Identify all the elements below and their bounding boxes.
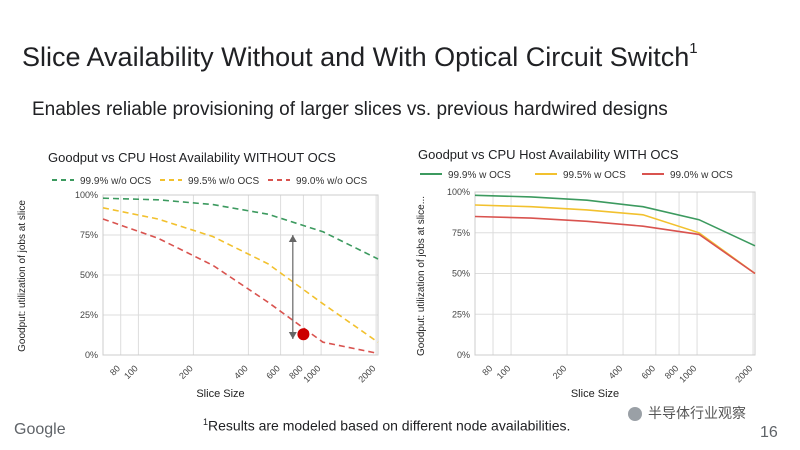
page-number: 16 bbox=[760, 424, 778, 441]
series-line-2 bbox=[102, 218, 379, 355]
x-tick-label: 1000 bbox=[301, 363, 322, 384]
x-tick-label: 100 bbox=[495, 363, 513, 381]
annotation-marker bbox=[297, 328, 310, 341]
watermark: 半导体行业观察 bbox=[628, 403, 746, 423]
y-tick-label: 100% bbox=[75, 190, 98, 200]
y-axis-label: Goodput: utilization of jobs at slice bbox=[17, 200, 28, 352]
slide-subtitle: Enables reliable provisioning of larger … bbox=[32, 99, 668, 120]
x-tick-label: 80 bbox=[480, 363, 494, 377]
series-line-0 bbox=[102, 197, 379, 260]
y-tick-label: 0% bbox=[85, 350, 98, 360]
y-tick-label: 50% bbox=[452, 269, 470, 279]
x-tick-label: 600 bbox=[640, 363, 658, 381]
x-axis-label: Slice Size bbox=[196, 388, 244, 400]
x-tick-label: 400 bbox=[232, 363, 250, 381]
watermark-text: 半导体行业观察 bbox=[648, 405, 746, 421]
footnote-ref: 1 bbox=[203, 417, 209, 427]
slide-title: Slice Availability Without and With Opti… bbox=[22, 40, 698, 73]
legend-label-0: 99.9% w OCS bbox=[448, 170, 511, 181]
annotation-arrow-head-top bbox=[288, 235, 297, 242]
plot-area bbox=[102, 194, 379, 356]
footnote-text: Results are modeled based on different n… bbox=[208, 417, 571, 434]
legend-label-1: 99.5% w/o OCS bbox=[188, 176, 259, 187]
x-axis-label: Slice Size bbox=[571, 388, 619, 400]
y-tick-label: 100% bbox=[447, 187, 470, 197]
wechat-icon bbox=[628, 407, 642, 422]
legend-label-0: 99.9% w/o OCS bbox=[80, 176, 151, 187]
legend-label-2: 99.0% w OCS bbox=[670, 170, 733, 181]
legend-label-1: 99.5% w OCS bbox=[563, 170, 626, 181]
slide-title-text: Slice Availability Without and With Opti… bbox=[22, 42, 690, 72]
x-tick-label: 2000 bbox=[733, 363, 754, 384]
x-tick-label: 200 bbox=[177, 363, 195, 381]
annotation-arrow-head-bottom bbox=[288, 332, 297, 339]
x-tick-label: 1000 bbox=[677, 363, 698, 384]
series-line-2 bbox=[474, 215, 756, 275]
x-tick-label: 200 bbox=[551, 363, 569, 381]
x-tick-label: 600 bbox=[264, 363, 282, 381]
x-tick-label: 80 bbox=[108, 363, 122, 377]
series-line-1 bbox=[102, 207, 379, 343]
series-line-0 bbox=[474, 194, 756, 247]
x-tick-label: 100 bbox=[122, 363, 140, 381]
chart-with-ocs: 99.9% w OCS 99.5% w OCS 99.0% w OCS 0% 25% 50… bbox=[416, 170, 756, 400]
x-tick-label: 400 bbox=[607, 363, 625, 381]
y-tick-label: 75% bbox=[452, 228, 470, 238]
y-axis-label: Goodput: utilization of jobs at slice... bbox=[416, 196, 427, 356]
y-tick-label: 25% bbox=[80, 310, 98, 320]
chart-left-title: Goodput vs CPU Host Availability WITHOUT… bbox=[48, 150, 336, 165]
google-logo: Google bbox=[14, 421, 66, 438]
y-tick-label: 0% bbox=[457, 350, 470, 360]
x-tick-label: 2000 bbox=[356, 363, 377, 384]
slide-title-footnote-ref: 1 bbox=[689, 40, 698, 57]
chart-right-title: Goodput vs CPU Host Availability WITH OC… bbox=[418, 147, 679, 162]
y-tick-label: 50% bbox=[80, 270, 98, 280]
legend-label-2: 99.0% w/o OCS bbox=[296, 176, 367, 187]
chart-without-ocs: 99.9% w/o OCS 99.5% w/o OCS 99.0% w/o OCS 0… bbox=[17, 176, 379, 400]
series-line-1 bbox=[474, 204, 756, 275]
y-tick-label: 75% bbox=[80, 230, 98, 240]
footnote: 1Results are modeled based on different … bbox=[203, 417, 570, 434]
y-tick-label: 25% bbox=[452, 309, 470, 319]
